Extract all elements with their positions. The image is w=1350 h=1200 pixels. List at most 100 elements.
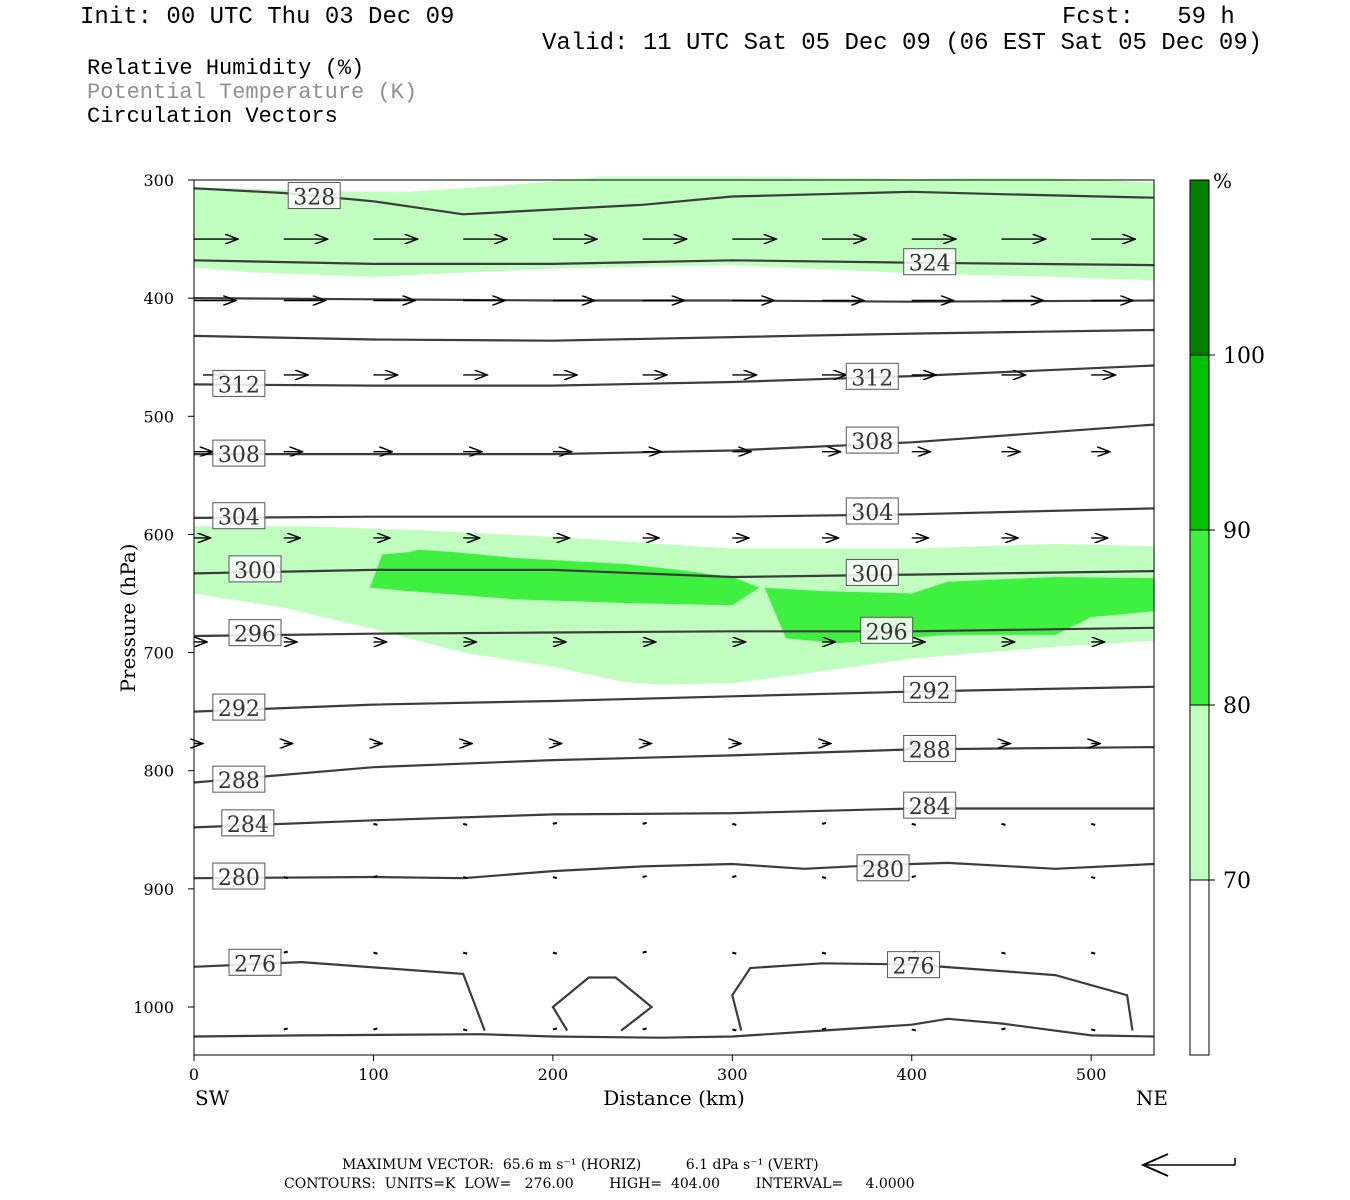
vector-arrow [822,953,826,954]
vector-arrow [912,876,916,877]
vector-arrow [284,952,288,953]
contour-label-text: 292 [218,697,260,722]
x-axis-title: Distance (km) [603,1086,745,1110]
contour-label-text: 312 [851,366,893,391]
vector-arrow [732,953,736,954]
y-tick-label: 700 [143,644,174,663]
colorbar: 70 80 90 100% [1190,169,1265,1055]
vector-arrow [553,1028,557,1029]
vector-arrow [1091,877,1095,878]
contour-label-text: 280 [218,866,260,891]
vector-arrow [373,1028,377,1029]
contour-label: 292 [213,694,265,722]
vector-arrow [463,877,467,878]
colorbar-label: 90 [1223,519,1251,544]
x-tick-label: 300 [717,1065,748,1084]
contour-label: 284 [222,810,274,838]
contour-label: 288 [904,735,956,763]
y-tick-label: 900 [143,880,174,899]
contour-info: CONTOURS: UNITS=K LOW= 276.00 HIGH= 404.… [284,1176,915,1192]
contour-label-text: 288 [909,738,951,763]
contour-label-text: 300 [851,562,893,587]
vector-arrow [284,1028,288,1029]
vector-arrow [912,824,916,825]
theta-contour-276 [194,1019,1154,1038]
contour-label-text: 300 [234,559,276,584]
vector-arrow [1091,1029,1095,1030]
contour-label-text: 284 [909,795,951,820]
colorbar-unit: % [1213,169,1232,193]
vector-arrow [1091,824,1095,825]
contour-label: 276 [229,949,281,977]
vector-arrow [822,823,826,824]
contour-label: 296 [229,620,281,648]
colorbar-segment [1190,355,1209,530]
vector-arrow [373,876,377,877]
contour-label: 324 [904,249,956,277]
vector-arrow [284,877,288,878]
x-tick-label: 200 [538,1065,569,1084]
contour-label-text: 308 [218,443,260,468]
contour-label: 304 [213,503,265,531]
contour-label-text: 276 [893,955,935,980]
theta-contour-304 [194,508,1154,518]
theta-contour-288 [194,747,1154,782]
cross-section-chart: 328324312 312308308304 304300 300296 2962922… [0,0,1350,1200]
contour-label: 292 [904,676,956,704]
contour-label-text: 288 [218,769,260,794]
theta-contour-276 [553,978,652,1031]
contour-label: 288 [213,766,265,794]
colorbar-segment [1190,530,1209,705]
x-tick-label: 500 [1076,1065,1107,1084]
vector-arrow [553,953,557,954]
contour-label: 280 [857,855,909,883]
contour-label-text: 328 [293,186,335,211]
colorbar-label: 70 [1223,869,1251,894]
contour-label-text: 284 [227,813,269,838]
contour-label-text: 280 [862,858,904,883]
vector-arrow [553,823,557,824]
contour-label: 312 [213,370,265,398]
vector-arrow [463,1029,467,1030]
colorbar-segment [1190,705,1209,880]
colorbar-segment [1190,180,1209,355]
contour-label: 304 [846,498,898,526]
y-tick-label: 500 [143,407,174,426]
max-vector-note: MAXIMUM VECTOR: 65.6 m s⁻¹ (HORIZ) 6.1 d… [342,1157,819,1173]
contour-label-text: 276 [234,952,276,977]
vector-arrow [1001,953,1005,954]
vector-arrow [732,1029,736,1030]
y-tick-label: 400 [143,289,174,308]
endpoint-right: NE [1136,1086,1168,1110]
contour-label-text: 324 [909,252,951,277]
vector-arrow [822,877,826,878]
vector-arrow [732,824,736,825]
vector-arrow [643,1028,647,1029]
contour-label-text: 304 [851,501,893,526]
contour-label: 276 [888,952,940,980]
x-tick-label: 100 [358,1065,389,1084]
vector-arrow [373,824,377,825]
vector-arrow [643,952,647,953]
contour-label-text: 292 [909,679,951,704]
contour-label-text: 296 [234,623,276,648]
colorbar-label: 80 [1223,694,1251,719]
theta-contour-316 [194,330,1154,341]
colorbar-label: 100 [1223,344,1265,369]
vector-arrow [643,876,647,877]
contour-label-text: 304 [218,506,260,531]
contour-label-text: 308 [851,430,893,455]
theta-contour-308 [194,425,1154,455]
y-tick-label: 300 [143,171,174,190]
contour-label: 308 [213,440,265,468]
y-tick-label: 600 [143,525,174,544]
colorbar-segment [1190,880,1209,1055]
contour-label: 308 [846,427,898,455]
x-tick-label: 0 [189,1065,199,1084]
contour-label: 280 [213,863,265,891]
vector-arrow [1091,953,1095,954]
theta-contour-284 [194,809,1154,828]
vector-arrow [912,1029,916,1030]
contour-label: 300 [229,556,281,584]
vector-arrow [1001,824,1005,825]
